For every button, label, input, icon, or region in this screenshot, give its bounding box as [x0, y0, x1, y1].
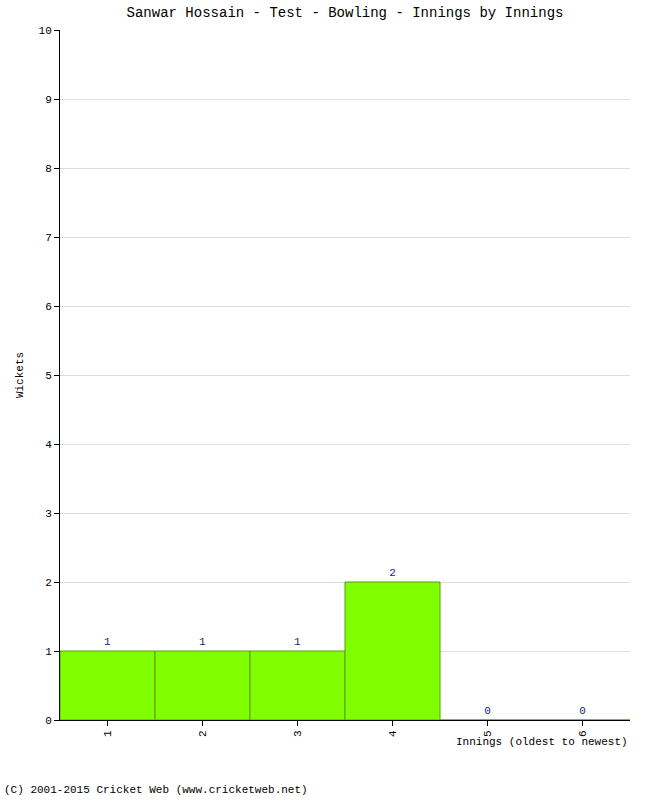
- svg-text:Wickets: Wickets: [14, 352, 26, 398]
- svg-text:6: 6: [577, 730, 589, 737]
- svg-text:10: 10: [39, 25, 52, 37]
- svg-text:1: 1: [45, 646, 52, 658]
- svg-text:4: 4: [45, 439, 52, 451]
- svg-text:3: 3: [292, 730, 304, 737]
- svg-text:0: 0: [45, 715, 52, 727]
- svg-text:5: 5: [45, 370, 52, 382]
- svg-text:5: 5: [482, 730, 494, 737]
- svg-text:Innings (oldest to newest): Innings (oldest to newest): [456, 736, 628, 748]
- svg-text:1: 1: [102, 730, 114, 737]
- svg-text:8: 8: [45, 163, 52, 175]
- svg-text:7: 7: [45, 232, 52, 244]
- svg-text:1: 1: [199, 636, 206, 648]
- svg-text:0: 0: [484, 705, 491, 717]
- svg-text:2: 2: [45, 577, 52, 589]
- svg-text:6: 6: [45, 301, 52, 313]
- svg-text:0: 0: [579, 705, 586, 717]
- svg-text:Sanwar Hossain - Test - Bowlin: Sanwar Hossain - Test - Bowling - Inning…: [127, 5, 564, 21]
- svg-text:(C) 2001-2015 Cricket Web (www: (C) 2001-2015 Cricket Web (www.cricketwe…: [4, 784, 308, 796]
- svg-text:1: 1: [104, 636, 111, 648]
- svg-text:2: 2: [197, 730, 209, 737]
- svg-text:9: 9: [45, 94, 52, 106]
- svg-text:4: 4: [387, 730, 399, 737]
- svg-text:2: 2: [389, 567, 396, 579]
- svg-text:1: 1: [294, 636, 301, 648]
- svg-text:3: 3: [45, 508, 52, 520]
